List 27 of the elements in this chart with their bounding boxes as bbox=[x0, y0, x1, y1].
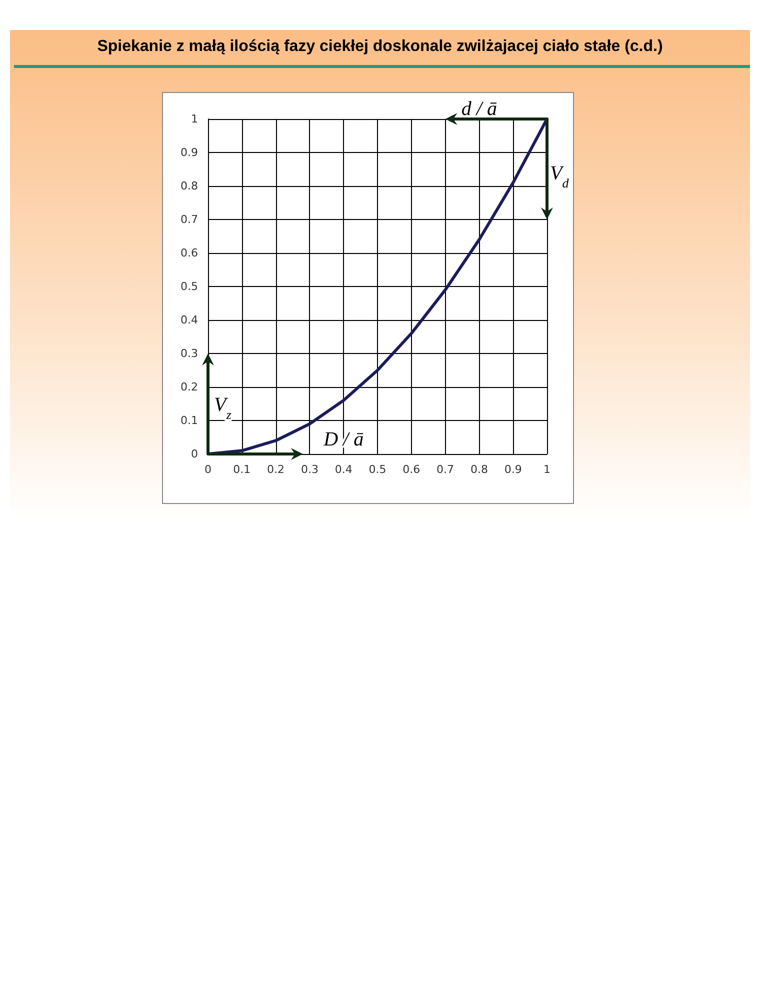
y-tick-label: 0.5 bbox=[180, 280, 198, 293]
x-tick-label: 0 bbox=[204, 463, 212, 476]
y-tick-label: 0.4 bbox=[180, 314, 198, 326]
y-tick-label: 0.1 bbox=[180, 414, 198, 427]
y-tick-label: 0.6 bbox=[180, 246, 198, 260]
x-tick-label: 0.2 bbox=[267, 463, 285, 476]
y-tick-label: 0 bbox=[191, 448, 198, 460]
y-tick-label: 0.8 bbox=[180, 180, 198, 192]
line-series bbox=[206, 118, 548, 456]
x-tick-label: 0.6 bbox=[402, 463, 420, 476]
x-tick-label: 0.8 bbox=[470, 463, 488, 476]
annotation: d / ā bbox=[461, 98, 497, 120]
y-tick-label: 0.2 bbox=[180, 380, 198, 394]
x-tick-label: 0.3 bbox=[300, 463, 318, 476]
x-tick-label: 0.7 bbox=[436, 463, 454, 476]
y-tick-label: 1 bbox=[191, 112, 198, 126]
y-tick-label: 0.3 bbox=[180, 347, 198, 360]
chart-title: Spiekanie z małą ilością fazy ciekłej doskonale zwilżajacej ciało stałe (c.d.) bbox=[96, 38, 664, 56]
y-tick-label: 0.7 bbox=[180, 213, 198, 226]
annotation: V$_{z}$ bbox=[214, 394, 232, 422]
x-tick-label: 0.4 bbox=[334, 463, 352, 476]
x-tick-label: 0.1 bbox=[233, 463, 251, 476]
x-tick-label: 0.5 bbox=[368, 463, 386, 476]
text: V$_{d}$ bbox=[550, 162, 570, 190]
x-tick-label: 0.9 bbox=[504, 463, 522, 476]
y-tick-label: 0.9 bbox=[180, 146, 198, 159]
x-tick-label: 1 bbox=[544, 463, 550, 476]
